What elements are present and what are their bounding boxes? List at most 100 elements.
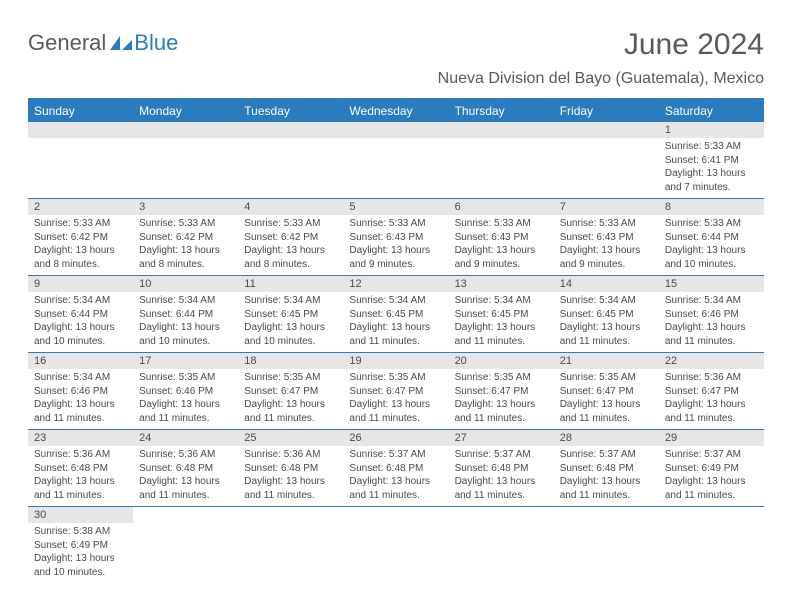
calendar-cell: 2Sunrise: 5:33 AMSunset: 6:42 PMDaylight… [28, 199, 133, 275]
day-number: 2 [28, 199, 133, 215]
title-block: June 2024 Nueva Division del Bayo (Guate… [438, 28, 764, 88]
day-details: Sunrise: 5:34 AMSunset: 6:44 PMDaylight:… [28, 292, 133, 352]
empty-day-bar [238, 122, 343, 138]
calendar-cell: 25Sunrise: 5:36 AMSunset: 6:48 PMDayligh… [238, 430, 343, 506]
month-title: June 2024 [438, 28, 764, 62]
calendar-cell: 19Sunrise: 5:35 AMSunset: 6:47 PMDayligh… [343, 353, 448, 429]
header: General Blue June 2024 Nueva Division de… [28, 28, 764, 88]
day-number: 30 [28, 507, 133, 523]
day-number: 11 [238, 276, 343, 292]
day-number: 28 [554, 430, 659, 446]
empty-day-bar [133, 122, 238, 138]
day-details: Sunrise: 5:34 AMSunset: 6:44 PMDaylight:… [133, 292, 238, 352]
day-details: Sunrise: 5:35 AMSunset: 6:46 PMDaylight:… [133, 369, 238, 429]
calendar-week-row: 23Sunrise: 5:36 AMSunset: 6:48 PMDayligh… [28, 430, 764, 507]
day-number: 16 [28, 353, 133, 369]
calendar-cell [238, 122, 343, 198]
day-number: 26 [343, 430, 448, 446]
day-number: 29 [659, 430, 764, 446]
day-details: Sunrise: 5:35 AMSunset: 6:47 PMDaylight:… [554, 369, 659, 429]
day-number: 8 [659, 199, 764, 215]
calendar-cell [133, 507, 238, 583]
day-details: Sunrise: 5:33 AMSunset: 6:43 PMDaylight:… [554, 215, 659, 275]
calendar-header-row: SundayMondayTuesdayWednesdayThursdayFrid… [28, 100, 764, 122]
calendar-cell [28, 122, 133, 198]
day-details: Sunrise: 5:34 AMSunset: 6:45 PMDaylight:… [343, 292, 448, 352]
calendar-cell: 1Sunrise: 5:33 AMSunset: 6:41 PMDaylight… [659, 122, 764, 198]
calendar-cell [343, 122, 448, 198]
day-details: Sunrise: 5:34 AMSunset: 6:45 PMDaylight:… [554, 292, 659, 352]
calendar-cell: 27Sunrise: 5:37 AMSunset: 6:48 PMDayligh… [449, 430, 554, 506]
calendar-cell [659, 507, 764, 583]
calendar-cell [449, 507, 554, 583]
empty-day-bar [554, 122, 659, 138]
day-details: Sunrise: 5:35 AMSunset: 6:47 PMDaylight:… [343, 369, 448, 429]
calendar-cell: 16Sunrise: 5:34 AMSunset: 6:46 PMDayligh… [28, 353, 133, 429]
calendar-cell: 17Sunrise: 5:35 AMSunset: 6:46 PMDayligh… [133, 353, 238, 429]
calendar-cell: 10Sunrise: 5:34 AMSunset: 6:44 PMDayligh… [133, 276, 238, 352]
day-number: 4 [238, 199, 343, 215]
day-number: 1 [659, 122, 764, 138]
calendar-cell [238, 507, 343, 583]
day-header: Wednesday [343, 100, 448, 122]
calendar-cell: 5Sunrise: 5:33 AMSunset: 6:43 PMDaylight… [343, 199, 448, 275]
day-details: Sunrise: 5:33 AMSunset: 6:43 PMDaylight:… [449, 215, 554, 275]
calendar-cell: 20Sunrise: 5:35 AMSunset: 6:47 PMDayligh… [449, 353, 554, 429]
calendar-cell: 11Sunrise: 5:34 AMSunset: 6:45 PMDayligh… [238, 276, 343, 352]
day-details: Sunrise: 5:33 AMSunset: 6:41 PMDaylight:… [659, 138, 764, 198]
day-number: 19 [343, 353, 448, 369]
day-number: 18 [238, 353, 343, 369]
day-number: 23 [28, 430, 133, 446]
day-details: Sunrise: 5:36 AMSunset: 6:48 PMDaylight:… [238, 446, 343, 506]
empty-day-bar [449, 122, 554, 138]
day-details: Sunrise: 5:33 AMSunset: 6:42 PMDaylight:… [28, 215, 133, 275]
logo-text-blue: Blue [134, 30, 178, 56]
calendar-cell: 14Sunrise: 5:34 AMSunset: 6:45 PMDayligh… [554, 276, 659, 352]
logo-text-general: General [28, 30, 106, 56]
day-header: Sunday [28, 100, 133, 122]
day-number: 17 [133, 353, 238, 369]
day-details: Sunrise: 5:37 AMSunset: 6:48 PMDaylight:… [554, 446, 659, 506]
day-header: Friday [554, 100, 659, 122]
day-number: 14 [554, 276, 659, 292]
calendar-page: General Blue June 2024 Nueva Division de… [0, 0, 792, 593]
calendar-cell: 29Sunrise: 5:37 AMSunset: 6:49 PMDayligh… [659, 430, 764, 506]
day-number: 21 [554, 353, 659, 369]
calendar-cell: 22Sunrise: 5:36 AMSunset: 6:47 PMDayligh… [659, 353, 764, 429]
day-details: Sunrise: 5:34 AMSunset: 6:45 PMDaylight:… [238, 292, 343, 352]
day-details: Sunrise: 5:36 AMSunset: 6:48 PMDaylight:… [28, 446, 133, 506]
day-number: 20 [449, 353, 554, 369]
calendar-cell: 8Sunrise: 5:33 AMSunset: 6:44 PMDaylight… [659, 199, 764, 275]
calendar-cell: 9Sunrise: 5:34 AMSunset: 6:44 PMDaylight… [28, 276, 133, 352]
calendar-cell: 28Sunrise: 5:37 AMSunset: 6:48 PMDayligh… [554, 430, 659, 506]
day-number: 22 [659, 353, 764, 369]
day-details: Sunrise: 5:35 AMSunset: 6:47 PMDaylight:… [238, 369, 343, 429]
day-details: Sunrise: 5:33 AMSunset: 6:42 PMDaylight:… [238, 215, 343, 275]
day-details: Sunrise: 5:33 AMSunset: 6:42 PMDaylight:… [133, 215, 238, 275]
calendar-cell: 7Sunrise: 5:33 AMSunset: 6:43 PMDaylight… [554, 199, 659, 275]
day-header: Thursday [449, 100, 554, 122]
day-details: Sunrise: 5:38 AMSunset: 6:49 PMDaylight:… [28, 523, 133, 583]
calendar-cell: 12Sunrise: 5:34 AMSunset: 6:45 PMDayligh… [343, 276, 448, 352]
calendar-week-row: 2Sunrise: 5:33 AMSunset: 6:42 PMDaylight… [28, 199, 764, 276]
day-number: 27 [449, 430, 554, 446]
calendar-week-row: 30Sunrise: 5:38 AMSunset: 6:49 PMDayligh… [28, 507, 764, 583]
day-number: 10 [133, 276, 238, 292]
day-number: 9 [28, 276, 133, 292]
day-number: 13 [449, 276, 554, 292]
day-details: Sunrise: 5:33 AMSunset: 6:44 PMDaylight:… [659, 215, 764, 275]
calendar-cell: 24Sunrise: 5:36 AMSunset: 6:48 PMDayligh… [133, 430, 238, 506]
day-details: Sunrise: 5:34 AMSunset: 6:46 PMDaylight:… [659, 292, 764, 352]
calendar-cell: 21Sunrise: 5:35 AMSunset: 6:47 PMDayligh… [554, 353, 659, 429]
day-number: 24 [133, 430, 238, 446]
calendar-week-row: 1Sunrise: 5:33 AMSunset: 6:41 PMDaylight… [28, 122, 764, 199]
calendar-cell: 23Sunrise: 5:36 AMSunset: 6:48 PMDayligh… [28, 430, 133, 506]
day-number: 3 [133, 199, 238, 215]
day-number: 7 [554, 199, 659, 215]
empty-day-bar [28, 122, 133, 138]
calendar-cell [133, 122, 238, 198]
day-number: 15 [659, 276, 764, 292]
calendar-grid: SundayMondayTuesdayWednesdayThursdayFrid… [28, 98, 764, 583]
calendar-cell: 13Sunrise: 5:34 AMSunset: 6:45 PMDayligh… [449, 276, 554, 352]
day-details: Sunrise: 5:36 AMSunset: 6:47 PMDaylight:… [659, 369, 764, 429]
